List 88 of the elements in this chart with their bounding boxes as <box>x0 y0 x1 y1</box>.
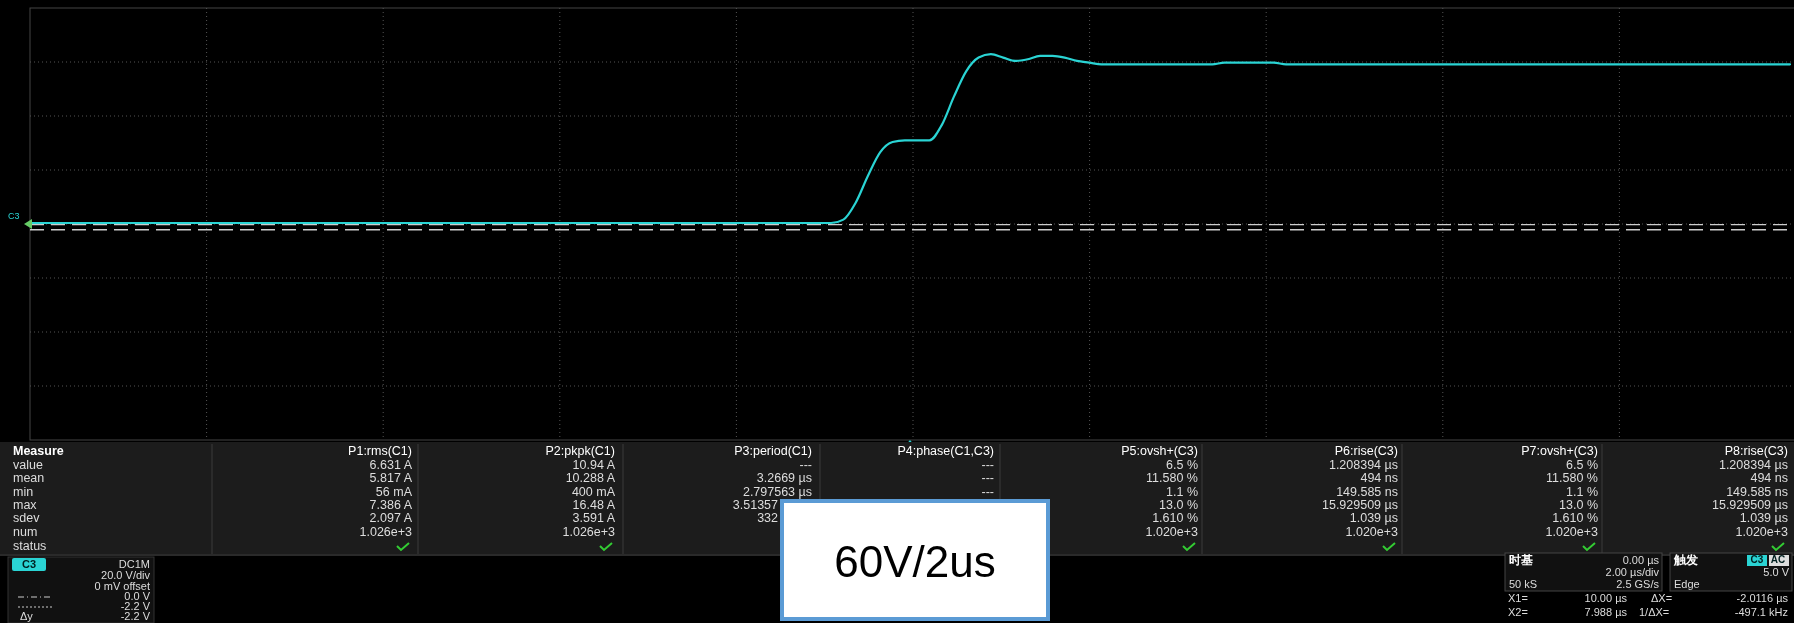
text: DC1M <box>118 558 150 570</box>
text: P8:rise(C3) <box>1724 444 1788 458</box>
text: -2.0116 µs <box>1736 592 1789 604</box>
text: 494 ns <box>1750 471 1788 485</box>
text: 400 mA <box>571 485 616 499</box>
text: P2:pkpk(C1) <box>545 444 615 458</box>
text: 16.48 A <box>572 498 616 512</box>
text: 时基 <box>1509 553 1533 567</box>
text: 10.00 µs <box>1584 592 1628 604</box>
text: 6.631 A <box>369 458 413 472</box>
text: 0.0 V <box>124 590 151 602</box>
text: -497.1 kHz <box>1734 606 1788 618</box>
text: 1.026e+3 <box>359 525 413 539</box>
text: 6.5 % <box>1566 458 1598 472</box>
text: 1.020e+3 <box>1145 525 1199 539</box>
text: 5.0 V <box>1763 566 1790 578</box>
text: 1.610 % <box>1552 511 1598 525</box>
text: max <box>13 498 38 512</box>
text: --- <box>981 471 994 485</box>
text: 1.208394 µs <box>1718 458 1788 472</box>
text: 2.797563 µs <box>742 485 812 499</box>
text: 332 <box>757 511 779 525</box>
text: --- <box>981 485 994 499</box>
text: 10.288 A <box>565 471 616 485</box>
text: 7.988 µs <box>1584 606 1628 618</box>
text: P7:ovsh+(C3) <box>1521 444 1598 458</box>
text: 1.1 % <box>1566 485 1598 499</box>
text: 1.020e+3 <box>1735 525 1789 539</box>
text: Edge <box>1674 578 1700 590</box>
text: P4:phase(C1,C3) <box>897 444 994 458</box>
text: 2.00 µs/div <box>1605 566 1660 578</box>
text: 11.580 % <box>1146 471 1198 485</box>
text: X2= <box>1508 606 1528 618</box>
text: mean <box>13 471 45 485</box>
text: P5:ovsh+(C3) <box>1121 444 1198 458</box>
text: 3.2669 µs <box>756 471 812 485</box>
text: 149.585 ns <box>1336 485 1398 499</box>
text: 149.585 ns <box>1726 485 1788 499</box>
text: 0.00 µs <box>1622 554 1660 566</box>
text: -2.2 V <box>120 610 151 622</box>
text: 7.386 A <box>369 498 413 512</box>
text: 56 mA <box>375 485 413 499</box>
text: 13.0 % <box>1559 498 1598 512</box>
text: 10.94 A <box>572 458 616 472</box>
text: 2.097 A <box>369 511 413 525</box>
text: P1:rms(C1) <box>348 444 412 458</box>
text: ΔX= <box>1651 592 1673 604</box>
text: 50 kS <box>1509 578 1538 590</box>
text: C3 <box>1750 554 1764 565</box>
text: -2.2 V <box>120 600 151 612</box>
text: C3 <box>21 558 37 570</box>
text: min <box>13 485 34 499</box>
text: status <box>13 539 47 553</box>
text: sdev <box>13 511 41 525</box>
text: 6.5 % <box>1166 458 1198 472</box>
text: 1.020e+3 <box>1545 525 1599 539</box>
text: 1/ΔX= <box>1639 606 1670 618</box>
text: P6:rise(C3) <box>1334 444 1398 458</box>
text: C3 <box>8 211 20 221</box>
text: 60V/2us <box>834 537 996 586</box>
text: 0 mV offset <box>94 580 150 592</box>
text: 3.591 A <box>572 511 616 525</box>
text: 2.5 GS/s <box>1616 578 1660 590</box>
text: 15.929509 µs <box>1321 498 1398 512</box>
text: 3.51357 <box>732 498 779 512</box>
text: P3:period(C1) <box>734 444 812 458</box>
text: 1.026e+3 <box>562 525 616 539</box>
text: Δy <box>20 610 34 622</box>
text: 20.0 V/div <box>101 569 151 581</box>
text: 1.039 µs <box>1739 511 1788 525</box>
text: 15.929509 µs <box>1711 498 1788 512</box>
text: 1.020e+3 <box>1345 525 1399 539</box>
text: 13.0 % <box>1159 498 1198 512</box>
text: Measure <box>13 444 64 458</box>
text: value <box>13 458 43 472</box>
text: 11.580 % <box>1546 471 1598 485</box>
text: 1.039 µs <box>1349 511 1398 525</box>
text: X1= <box>1508 592 1528 604</box>
text: num <box>13 525 38 539</box>
text: 494 ns <box>1360 471 1398 485</box>
text: --- <box>981 458 994 472</box>
text: AC <box>1770 554 1786 565</box>
text: 1.208394 µs <box>1328 458 1398 472</box>
text: --- <box>799 458 812 472</box>
text: 触发 <box>1673 553 1698 567</box>
text: 1.610 % <box>1152 511 1198 525</box>
text: 1.1 % <box>1166 485 1198 499</box>
text: 5.817 A <box>369 471 413 485</box>
